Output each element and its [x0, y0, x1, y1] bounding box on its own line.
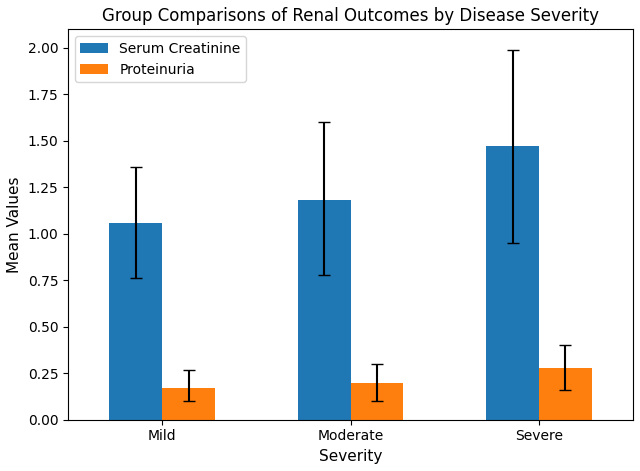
Y-axis label: Mean Values: Mean Values — [7, 176, 22, 273]
Bar — [486, 146, 539, 420]
Title: Group Comparisons of Renal Outcomes by Disease Severity: Group Comparisons of Renal Outcomes by D… — [102, 7, 599, 25]
X-axis label: Severity: Severity — [319, 449, 382, 464]
Bar — [351, 382, 403, 420]
Bar — [298, 200, 351, 420]
Bar — [109, 223, 162, 420]
Bar — [162, 388, 215, 420]
Legend: Serum Creatinine, Proteinuria: Serum Creatinine, Proteinuria — [75, 36, 246, 82]
Bar — [539, 368, 591, 420]
